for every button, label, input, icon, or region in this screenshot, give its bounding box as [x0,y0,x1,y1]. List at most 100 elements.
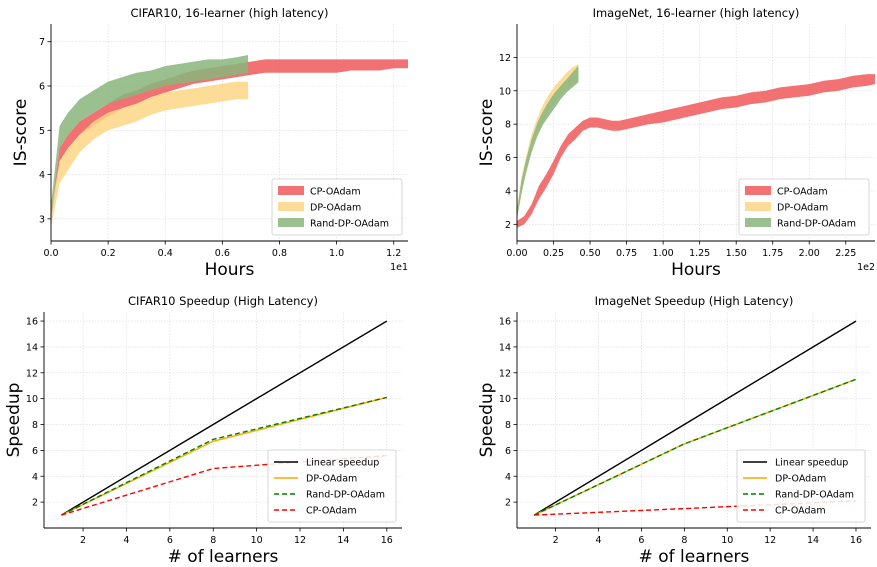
x-tick-label: 1.50 [726,248,747,259]
band-rand-dp-oadam [51,55,249,219]
y-tick-label: 10 [26,394,38,405]
legend-label: Rand-DP-OAdam [306,490,385,501]
legend-label: DP-OAdam [306,474,357,485]
legend-label: CP-OAdam [310,187,361,198]
x-tick-label: 0.75 [616,248,637,259]
y-tick-label: 12 [499,53,511,64]
x-tick-label: 16 [381,535,393,546]
cifar10-is-score-chart: 0.0 0.2 0.4 0.6 0.8 1.0 1.2 3 4 5 6 7 CIFAR10, 16-le… [11,6,408,280]
legend-label: DP-OAdam [775,474,826,485]
legend-label: CP-OAdam [306,506,357,517]
x-tick-label: 6 [167,535,173,546]
chart-title: ImageNet Speedup (High Latency) [595,294,794,308]
x-tick-label: 10 [251,535,263,546]
x-tick-label: 0.6 [215,248,230,259]
y-tick-label: 12 [26,368,38,379]
legend-label: Rand-DP-OAdam [775,490,854,501]
y-axis-label: Speedup [477,383,497,458]
legend-swatch [745,202,771,211]
chart-title: CIFAR10, 16-learner (high latency) [130,6,328,20]
legend-box [271,178,403,236]
y-tick-label: 3 [39,214,45,225]
legend-box [736,449,866,523]
y-tick-label: 8 [505,420,511,431]
x-tick-label: 4 [596,535,602,546]
x-tick-label: 8 [210,535,216,546]
x-tick-label: 12 [294,535,306,546]
legend-label: CP-OAdam [777,187,828,198]
y-tick-label: 8 [32,420,38,431]
y-tick-label: 2 [505,498,511,509]
legend-label: CP-OAdam [775,506,826,517]
imagenet-is-score-chart: 0.00 0.25 0.50 0.75 1.00 1.25 1.50 1.75 2.00 2.25… [477,6,875,280]
legend-label: Rand-DP-OAdam [310,219,389,230]
y-tick-label: 8 [505,120,511,131]
x-tick-label: 1.0 [329,248,344,259]
x-tick-label: 0.00 [506,248,527,259]
x-tick-label: 1.25 [689,248,710,259]
x-tick-label: 2.00 [799,248,820,259]
legend-swatch [278,218,304,227]
legend-label: DP-OAdam [777,203,828,214]
y-tick-label: 5 [39,126,45,137]
band-dp-oadam [51,81,249,228]
y-tick-label: 6 [32,446,38,457]
band-rand-dp-oadam [517,65,579,220]
chart-title: ImageNet, 16-learner (high latency) [593,6,800,20]
x-tick-label: 2 [553,535,559,546]
y-tick-label: 2 [505,220,511,231]
legend-swatch [278,202,304,211]
legend-swatch [278,186,304,195]
x-offset-label: 1e2 [857,262,875,273]
y-tick-label: 14 [26,342,38,353]
y-tick-label: 6 [39,82,45,93]
y-tick-label: 4 [505,472,511,483]
x-offset-label: 1e1 [390,262,408,273]
x-tick-label: 16 [850,535,862,546]
y-axis-label: IS-score [477,99,497,167]
x-tick-label: 0.4 [158,248,173,259]
legend-swatch [745,186,771,195]
x-axis-label: # of learners [168,547,279,567]
x-tick-label: 14 [337,535,349,546]
legend-label: Linear speedup [775,458,848,469]
legend-swatch [745,218,771,227]
y-tick-label: 16 [26,317,38,328]
x-tick-label: 0.50 [579,248,600,259]
x-axis-label: Hours [205,260,255,280]
x-tick-label: 0.0 [43,248,58,259]
x-tick-label: 4 [123,535,129,546]
line-linear-speedup [533,320,857,516]
legend-label: DP-OAdam [310,203,361,214]
line-linear-speedup [61,320,388,516]
y-tick-label: 14 [499,342,511,353]
y-tick-label: 12 [499,368,511,379]
x-tick-label: 10 [721,535,733,546]
imagenet-speedup-chart: 2 4 6 8 10 12 14 16 2 4 6 8 10 12 14 16 ImageNet Speedup… [477,294,871,567]
line-rand-dp-oadam [61,396,387,516]
x-tick-label: 8 [681,535,687,546]
x-tick-label: 2 [80,535,86,546]
band-cp-oadam [51,59,408,224]
x-axis-label: Hours [671,260,721,280]
y-tick-label: 16 [499,317,511,328]
x-tick-label: 0.2 [101,248,116,259]
chart-title: CIFAR10 Speedup (High Latency) [128,294,318,308]
y-axis-label: Speedup [4,383,24,458]
y-tick-label: 6 [505,446,511,457]
x-tick-label: 0.8 [272,248,287,259]
y-tick-label: 2 [32,498,38,509]
y-tick-label: 6 [505,153,511,164]
y-tick-label: 4 [32,472,38,483]
y-tick-label: 4 [39,170,45,181]
legend-label: Linear speedup [306,458,379,469]
x-tick-label: 1.75 [762,248,783,259]
x-axis-label: # of learners [639,547,750,567]
x-tick-label: 6 [638,535,644,546]
x-tick-label: 2.25 [835,248,856,259]
x-tick-label: 12 [764,535,776,546]
band-cp-oadam [517,74,875,228]
x-tick-label: 1.00 [653,248,674,259]
legend-box [738,178,870,236]
